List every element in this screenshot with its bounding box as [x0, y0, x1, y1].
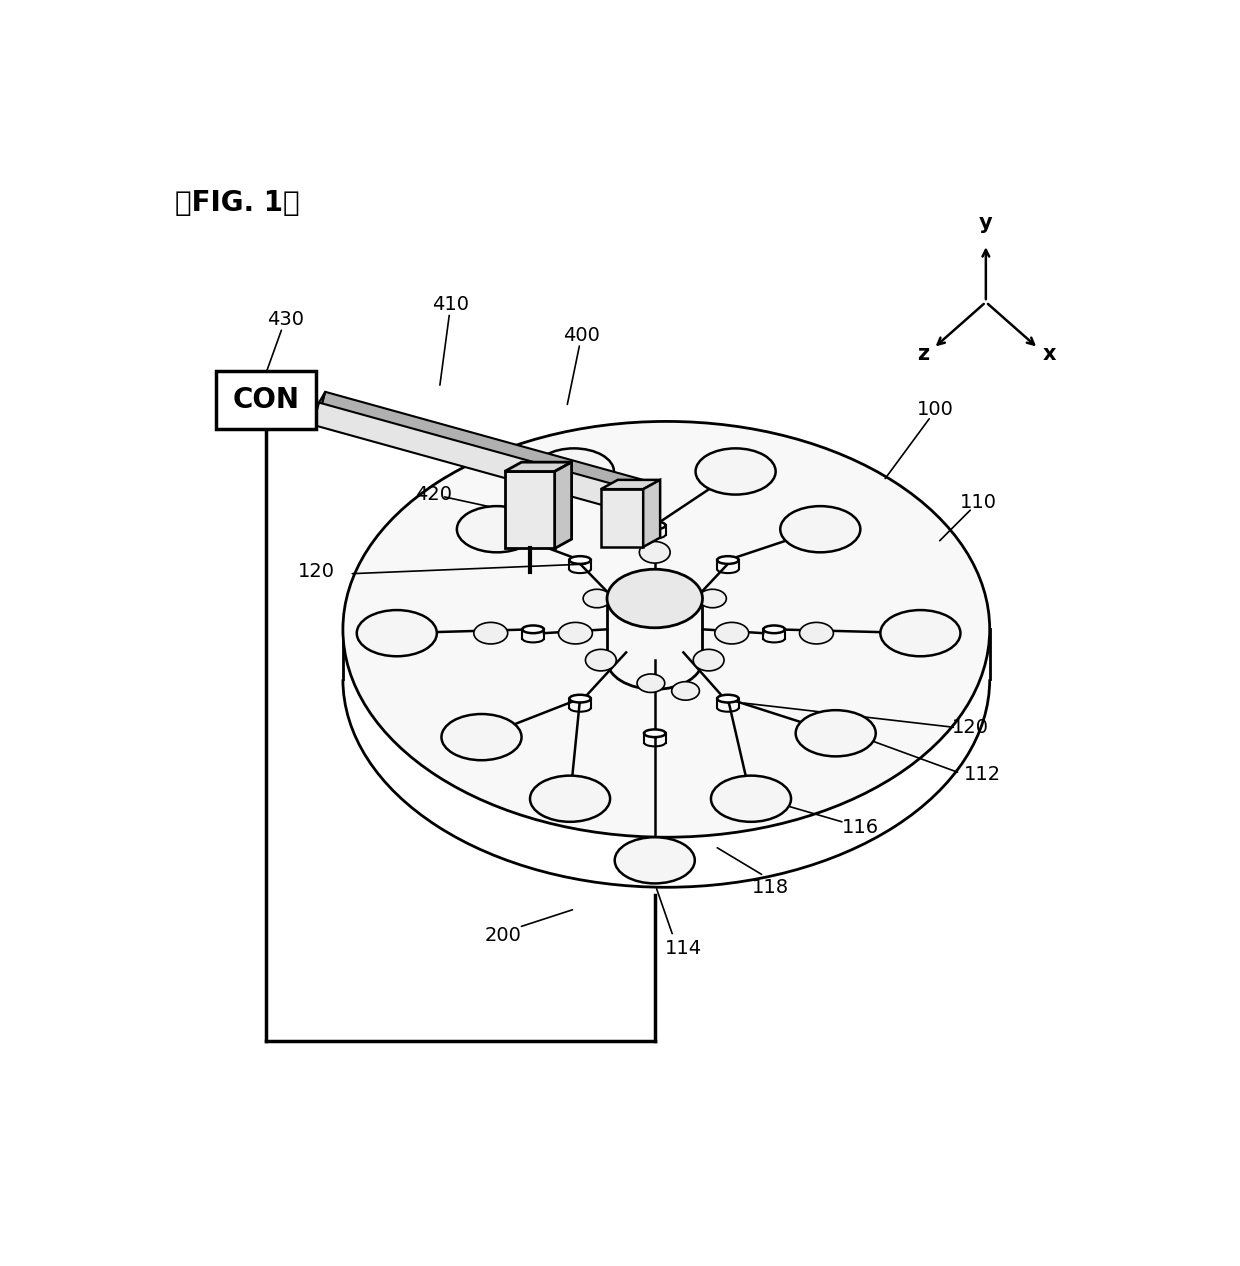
Ellipse shape [717, 695, 739, 703]
Polygon shape [505, 462, 572, 471]
Ellipse shape [474, 623, 507, 644]
Ellipse shape [585, 649, 616, 671]
Text: 118: 118 [751, 877, 789, 896]
Ellipse shape [880, 610, 961, 656]
Text: 300: 300 [562, 449, 599, 468]
Ellipse shape [714, 623, 749, 644]
Polygon shape [505, 471, 554, 548]
Ellipse shape [343, 422, 990, 837]
Text: 116: 116 [842, 819, 879, 838]
Ellipse shape [672, 681, 699, 700]
Text: x: x [1043, 344, 1055, 365]
Ellipse shape [644, 729, 666, 737]
Text: 430: 430 [267, 310, 304, 329]
Text: 120: 120 [298, 562, 335, 581]
Polygon shape [312, 391, 325, 425]
Ellipse shape [717, 556, 739, 563]
Ellipse shape [558, 623, 593, 644]
Text: 410: 410 [433, 295, 469, 314]
Ellipse shape [357, 610, 436, 656]
Text: 400: 400 [563, 325, 600, 344]
Ellipse shape [534, 448, 614, 495]
Text: 112: 112 [963, 765, 1001, 784]
Polygon shape [554, 462, 572, 548]
Text: 420: 420 [415, 485, 453, 504]
Ellipse shape [615, 837, 694, 884]
Ellipse shape [800, 623, 833, 644]
Ellipse shape [698, 589, 727, 608]
Text: 110: 110 [960, 492, 997, 511]
Text: 100: 100 [918, 400, 955, 419]
Text: 200: 200 [485, 927, 522, 946]
Ellipse shape [608, 570, 703, 628]
Polygon shape [601, 480, 660, 489]
FancyBboxPatch shape [216, 371, 316, 429]
Text: 【FIG. 1】: 【FIG. 1】 [175, 189, 300, 216]
Polygon shape [312, 403, 639, 514]
Ellipse shape [569, 695, 590, 703]
Polygon shape [632, 480, 645, 514]
Ellipse shape [522, 625, 544, 633]
Ellipse shape [529, 776, 610, 822]
Ellipse shape [569, 556, 590, 563]
Ellipse shape [644, 522, 666, 529]
Polygon shape [644, 480, 660, 547]
Ellipse shape [441, 714, 522, 760]
Text: CON: CON [232, 386, 299, 414]
Ellipse shape [637, 674, 665, 693]
Polygon shape [601, 489, 644, 547]
Ellipse shape [764, 625, 785, 633]
Ellipse shape [796, 710, 875, 756]
Text: 114: 114 [665, 939, 702, 958]
Text: 120: 120 [952, 718, 990, 737]
Ellipse shape [583, 589, 611, 608]
Ellipse shape [696, 448, 776, 495]
Ellipse shape [780, 506, 861, 552]
Ellipse shape [693, 649, 724, 671]
Text: y: y [980, 213, 993, 233]
Ellipse shape [456, 506, 537, 552]
Text: z: z [916, 344, 929, 365]
Ellipse shape [640, 542, 670, 563]
Ellipse shape [711, 776, 791, 822]
Polygon shape [319, 391, 645, 503]
